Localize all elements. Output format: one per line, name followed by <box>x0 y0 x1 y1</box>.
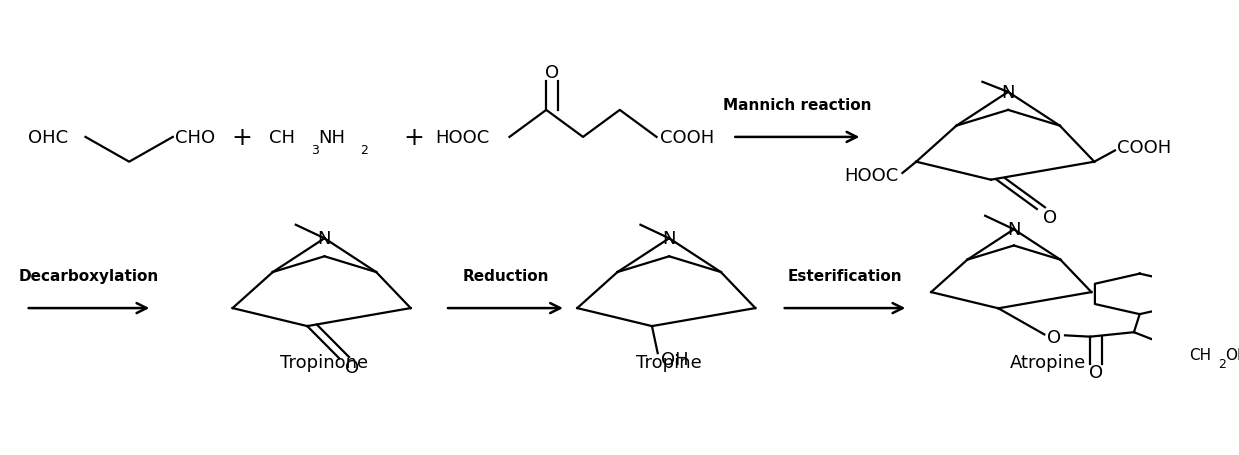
Text: CH: CH <box>269 129 295 147</box>
Text: COOH: COOH <box>660 129 714 147</box>
Text: NH: NH <box>318 129 346 147</box>
Text: +: + <box>404 126 425 150</box>
Text: Mannich reaction: Mannich reaction <box>724 98 871 113</box>
Text: O: O <box>545 64 559 82</box>
Text: COOH: COOH <box>1118 139 1172 157</box>
Text: N: N <box>317 230 331 248</box>
Text: CH: CH <box>1189 348 1212 362</box>
Text: 2: 2 <box>361 144 368 157</box>
Text: Esterification: Esterification <box>788 269 902 283</box>
Text: +: + <box>232 126 253 150</box>
Text: 3: 3 <box>311 144 318 157</box>
Text: O: O <box>1089 363 1103 381</box>
Text: OHC: OHC <box>28 129 68 147</box>
Text: Decarboxylation: Decarboxylation <box>19 269 159 283</box>
Text: OH: OH <box>1224 348 1239 362</box>
Text: N: N <box>663 230 676 248</box>
Text: HOOC: HOOC <box>845 167 900 185</box>
Text: N: N <box>1001 84 1015 101</box>
Text: N: N <box>1007 221 1021 239</box>
Text: O: O <box>346 358 359 376</box>
Text: Reduction: Reduction <box>462 269 549 283</box>
Text: CHO: CHO <box>175 129 216 147</box>
Text: 2: 2 <box>1218 358 1225 370</box>
Text: HOOC: HOOC <box>435 129 489 147</box>
Text: O: O <box>1042 209 1057 227</box>
Text: OH: OH <box>662 350 689 368</box>
Text: Atropine: Atropine <box>1010 354 1087 371</box>
Text: Tropinone: Tropinone <box>280 354 368 371</box>
Text: O: O <box>1047 328 1061 346</box>
Text: Tropine: Tropine <box>637 354 703 371</box>
